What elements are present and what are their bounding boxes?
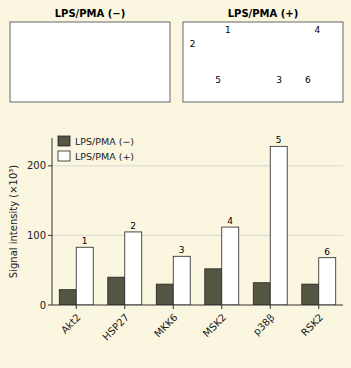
bar-number: 4 — [227, 216, 233, 226]
x-tick — [270, 305, 271, 309]
bar-number: 1 — [82, 236, 88, 246]
blot-spot-number: 3 — [276, 75, 282, 85]
bar — [125, 232, 142, 305]
y-tick-label: 200 — [27, 160, 46, 171]
bar — [173, 256, 190, 305]
x-tick-label: RSK2 — [299, 312, 325, 338]
bars — [59, 146, 335, 305]
legend-label: LPS/PMA (+) — [75, 151, 134, 162]
y-tick — [48, 305, 52, 306]
y-axis-label: Signal intensity (×10³) — [8, 165, 19, 278]
bar — [156, 284, 173, 305]
x-tick-label: HSP27 — [100, 312, 131, 343]
bar — [319, 258, 336, 305]
x-tick-label: MSK2 — [201, 312, 229, 340]
bar — [59, 290, 76, 305]
bar — [108, 277, 125, 305]
bar-number: 6 — [324, 247, 330, 257]
legend: LPS/PMA (−) LPS/PMA (+) — [58, 136, 134, 162]
y-tick-label: 0 — [40, 300, 46, 311]
x-tick-label: MKK6 — [152, 312, 180, 340]
blot-box — [10, 22, 170, 102]
y-tick — [48, 165, 52, 166]
grid-line — [52, 235, 343, 236]
x-tick — [173, 305, 174, 309]
blot-title: LPS/PMA (−) — [55, 8, 126, 19]
background — [0, 0, 351, 368]
bar — [302, 284, 319, 305]
blot-title: LPS/PMA (+) — [228, 8, 299, 19]
bar — [222, 227, 239, 305]
x-tick — [221, 305, 222, 309]
bar — [205, 269, 222, 305]
bar — [76, 247, 93, 305]
x-axis — [52, 305, 343, 306]
grid — [52, 166, 343, 236]
bar — [270, 146, 287, 305]
bar-number: 5 — [276, 135, 282, 145]
blot-box — [183, 22, 343, 102]
legend-swatch — [58, 151, 70, 161]
x-tick-label: Akt2 — [59, 312, 83, 336]
y-axis — [52, 138, 53, 305]
legend-swatch — [58, 136, 70, 146]
bar — [253, 283, 270, 305]
x-tick — [318, 305, 319, 309]
blot-spot-number: 2 — [190, 39, 196, 49]
bar-number: 3 — [179, 245, 185, 255]
x-tick — [76, 305, 77, 309]
legend-label: LPS/PMA (−) — [75, 136, 134, 147]
grid-line — [52, 165, 343, 166]
blot-spot-number: 4 — [315, 25, 321, 35]
blot-spot-number: 1 — [225, 25, 231, 35]
blot-spot-number: 6 — [305, 75, 311, 85]
y-tick — [48, 235, 52, 236]
y-tick-label: 100 — [27, 230, 46, 241]
chart: LPS/PMA (−) LPS/PMA (+) 1 2 3 4 5 6 0 100 200 1 2 3 4 5… — [0, 0, 351, 368]
blot-spot-number: 5 — [215, 75, 221, 85]
bar-number: 2 — [130, 221, 136, 231]
x-tick — [124, 305, 125, 309]
x-tick-label: p38β — [251, 312, 277, 338]
